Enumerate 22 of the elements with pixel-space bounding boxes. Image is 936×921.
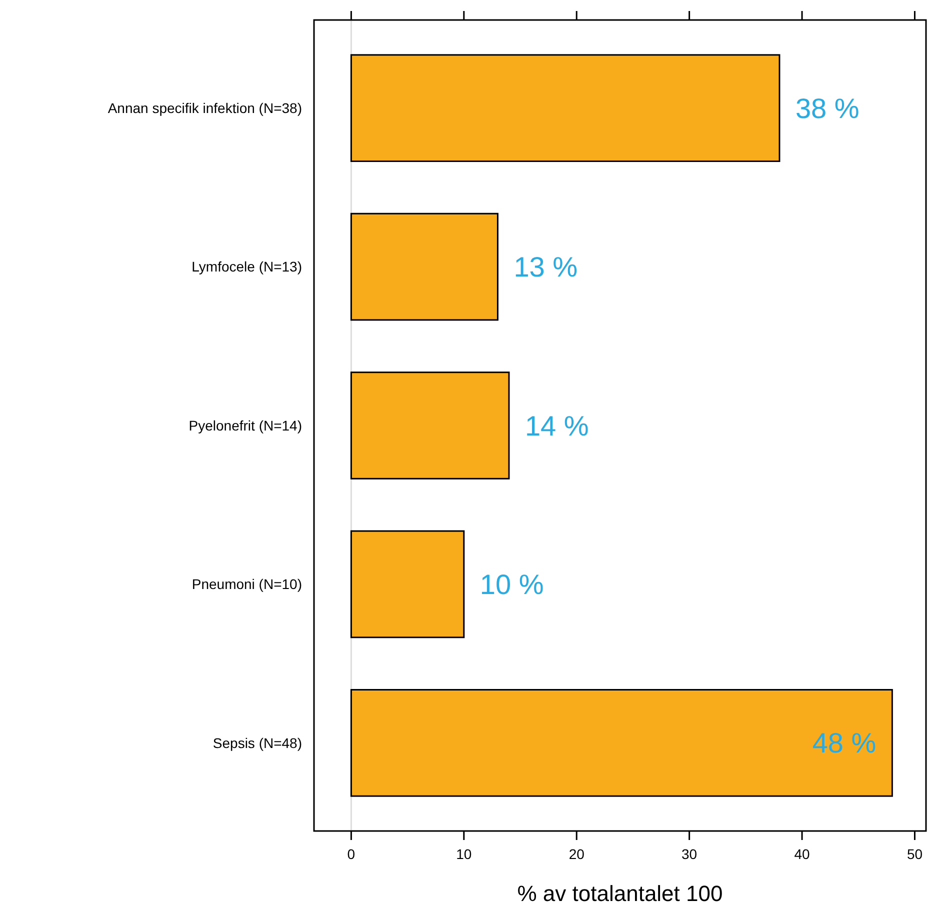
bar (350, 54, 780, 162)
bar (350, 530, 465, 638)
bar (350, 689, 893, 797)
x-tick-label: 50 (906, 846, 923, 862)
x-axis-title: % av totalantalet 100 (517, 881, 723, 906)
x-tick-label: 10 (456, 846, 472, 862)
x-tick-label: 20 (568, 846, 585, 862)
y-tick-label: Sepsis (N=48) (212, 734, 302, 751)
y-tick-label: Lymfocele (N=13) (192, 258, 302, 275)
x-tick-label: 0 (347, 846, 356, 862)
x-tick-label: 40 (794, 846, 810, 862)
data-label: 13 % (514, 252, 578, 283)
y-tick-label: Pneumoni (N=10) (192, 576, 302, 592)
bar (350, 212, 498, 321)
data-label: 38 % (795, 92, 860, 124)
y-tick-label: Pyelonefrit (N=14) (188, 417, 302, 434)
data-label: 14 % (524, 410, 589, 442)
data-label: 48 % (812, 728, 876, 759)
bar (350, 372, 510, 480)
x-tick-label: 30 (682, 846, 698, 862)
y-tick-label: Annan specifik infektion (N=38) (108, 100, 302, 116)
data-label: 10 % (480, 569, 544, 600)
